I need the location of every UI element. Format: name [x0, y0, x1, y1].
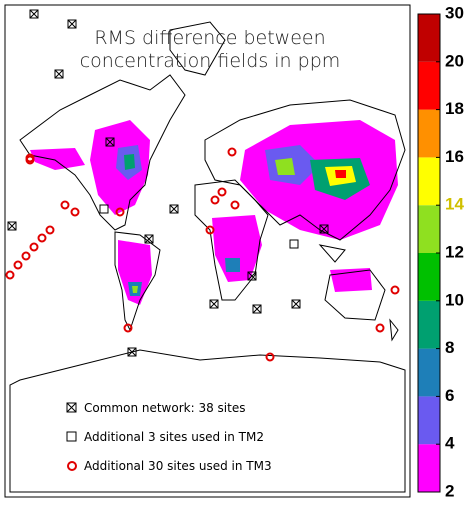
colorbar-label: 10 — [445, 290, 464, 309]
colorbar-segment — [418, 253, 440, 301]
colorbar-segment — [418, 109, 440, 158]
colorbar-segment — [418, 14, 440, 62]
colorbar-segment — [418, 300, 440, 349]
colorbar-label: 2 — [445, 481, 454, 500]
legend-label: Common network: 38 sites — [84, 401, 245, 415]
colorbar-label: 30 — [445, 3, 464, 22]
colorbar-segment — [418, 348, 440, 397]
colorbar-segment — [418, 157, 440, 206]
colorbar-segment — [418, 205, 440, 253]
site-markers — [5, 9, 400, 362]
colorbar-segment — [418, 61, 440, 110]
legend-label: Additional 3 sites used in TM2 — [84, 430, 264, 444]
colorbar-label: 16 — [445, 147, 464, 166]
map-title: concentration fields in ppm — [80, 50, 341, 72]
map: RMS difference between concentration fie… — [4, 4, 411, 498]
colorbar-label: 12 — [445, 242, 464, 261]
colorbar-segment — [418, 444, 440, 492]
colorbar-segment — [418, 396, 440, 445]
legend: Common network: 38 sites Additional 3 si… — [66, 401, 272, 473]
colorbar-label: 4 — [445, 434, 455, 453]
colorbar-label: 20 — [445, 51, 464, 70]
field-overlay — [30, 120, 398, 305]
map-title: RMS difference between — [94, 27, 325, 49]
legend-label: Additional 30 sites used in TM3 — [84, 459, 272, 473]
map-frame — [4, 4, 411, 498]
colorbar: 2 4 6 8 10 12 14 16 18 20 30 — [417, 3, 464, 500]
colorbar-label: 6 — [445, 386, 454, 405]
colorbar-label: 18 — [445, 99, 464, 118]
colorbar-label: 14 — [445, 195, 464, 214]
colorbar-label: 8 — [445, 338, 454, 357]
